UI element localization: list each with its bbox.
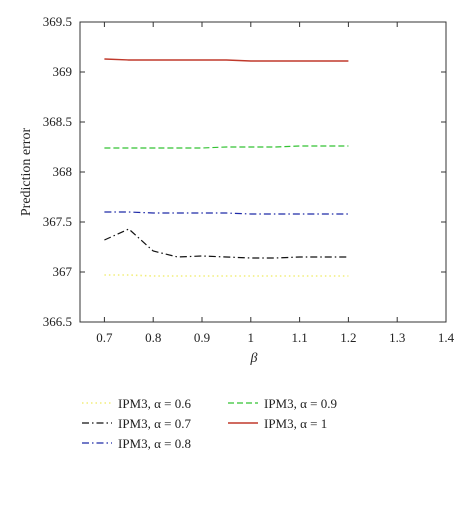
series-line-5: [104, 58, 349, 62]
y-tick-label: 367.5: [43, 214, 72, 229]
series-layer: [104, 58, 349, 277]
series-line-4: [104, 145, 349, 149]
series-line-1: [104, 274, 349, 277]
y-tick-label: 369.5: [43, 14, 72, 29]
x-tick-label: 0.9: [194, 330, 210, 345]
x-tick-label: 0.8: [145, 330, 161, 345]
y-tick-label: 369: [53, 64, 73, 79]
legend-label: IPM3, α = 1: [264, 416, 327, 431]
plot-border: [79, 21, 447, 323]
x-tick-label: 1: [248, 330, 255, 345]
y-axis-label: Prediction error: [19, 128, 34, 217]
y-tick-label: 368.5: [43, 114, 72, 129]
y-tick-label: 366.5: [43, 314, 72, 329]
plot-frame: [79, 21, 447, 323]
legend-label: IPM3, α = 0.8: [118, 436, 191, 451]
series-line-3: [104, 211, 349, 215]
x-tick-label: 1.2: [340, 330, 356, 345]
legend-label: IPM3, α = 0.6: [118, 396, 192, 411]
legend-label: IPM3, α = 0.7: [118, 416, 192, 431]
y-tick-label: 367: [53, 264, 73, 279]
legend-label: IPM3, α = 0.9: [264, 396, 337, 411]
legend: IPM3, α = 0.6 IPM3, α = 0.7 IPM3, α = 0.8 I…: [82, 396, 337, 451]
y-tick-label: 368: [53, 164, 73, 179]
x-axis-ticks: 0.7 0.8 0.9 1 1.1 1.2 1.3 1.4: [96, 22, 455, 345]
y-axis-ticks: 366.5 367 367.5 368 368.5 369 369.5: [43, 14, 446, 329]
series-line-2: [104, 228, 349, 259]
x-axis-label: β: [250, 351, 258, 366]
x-tick-label: 1.3: [389, 330, 405, 345]
x-tick-label: 1.1: [291, 330, 307, 345]
x-tick-label: 0.7: [96, 330, 113, 345]
x-tick-label: 1.4: [438, 330, 455, 345]
